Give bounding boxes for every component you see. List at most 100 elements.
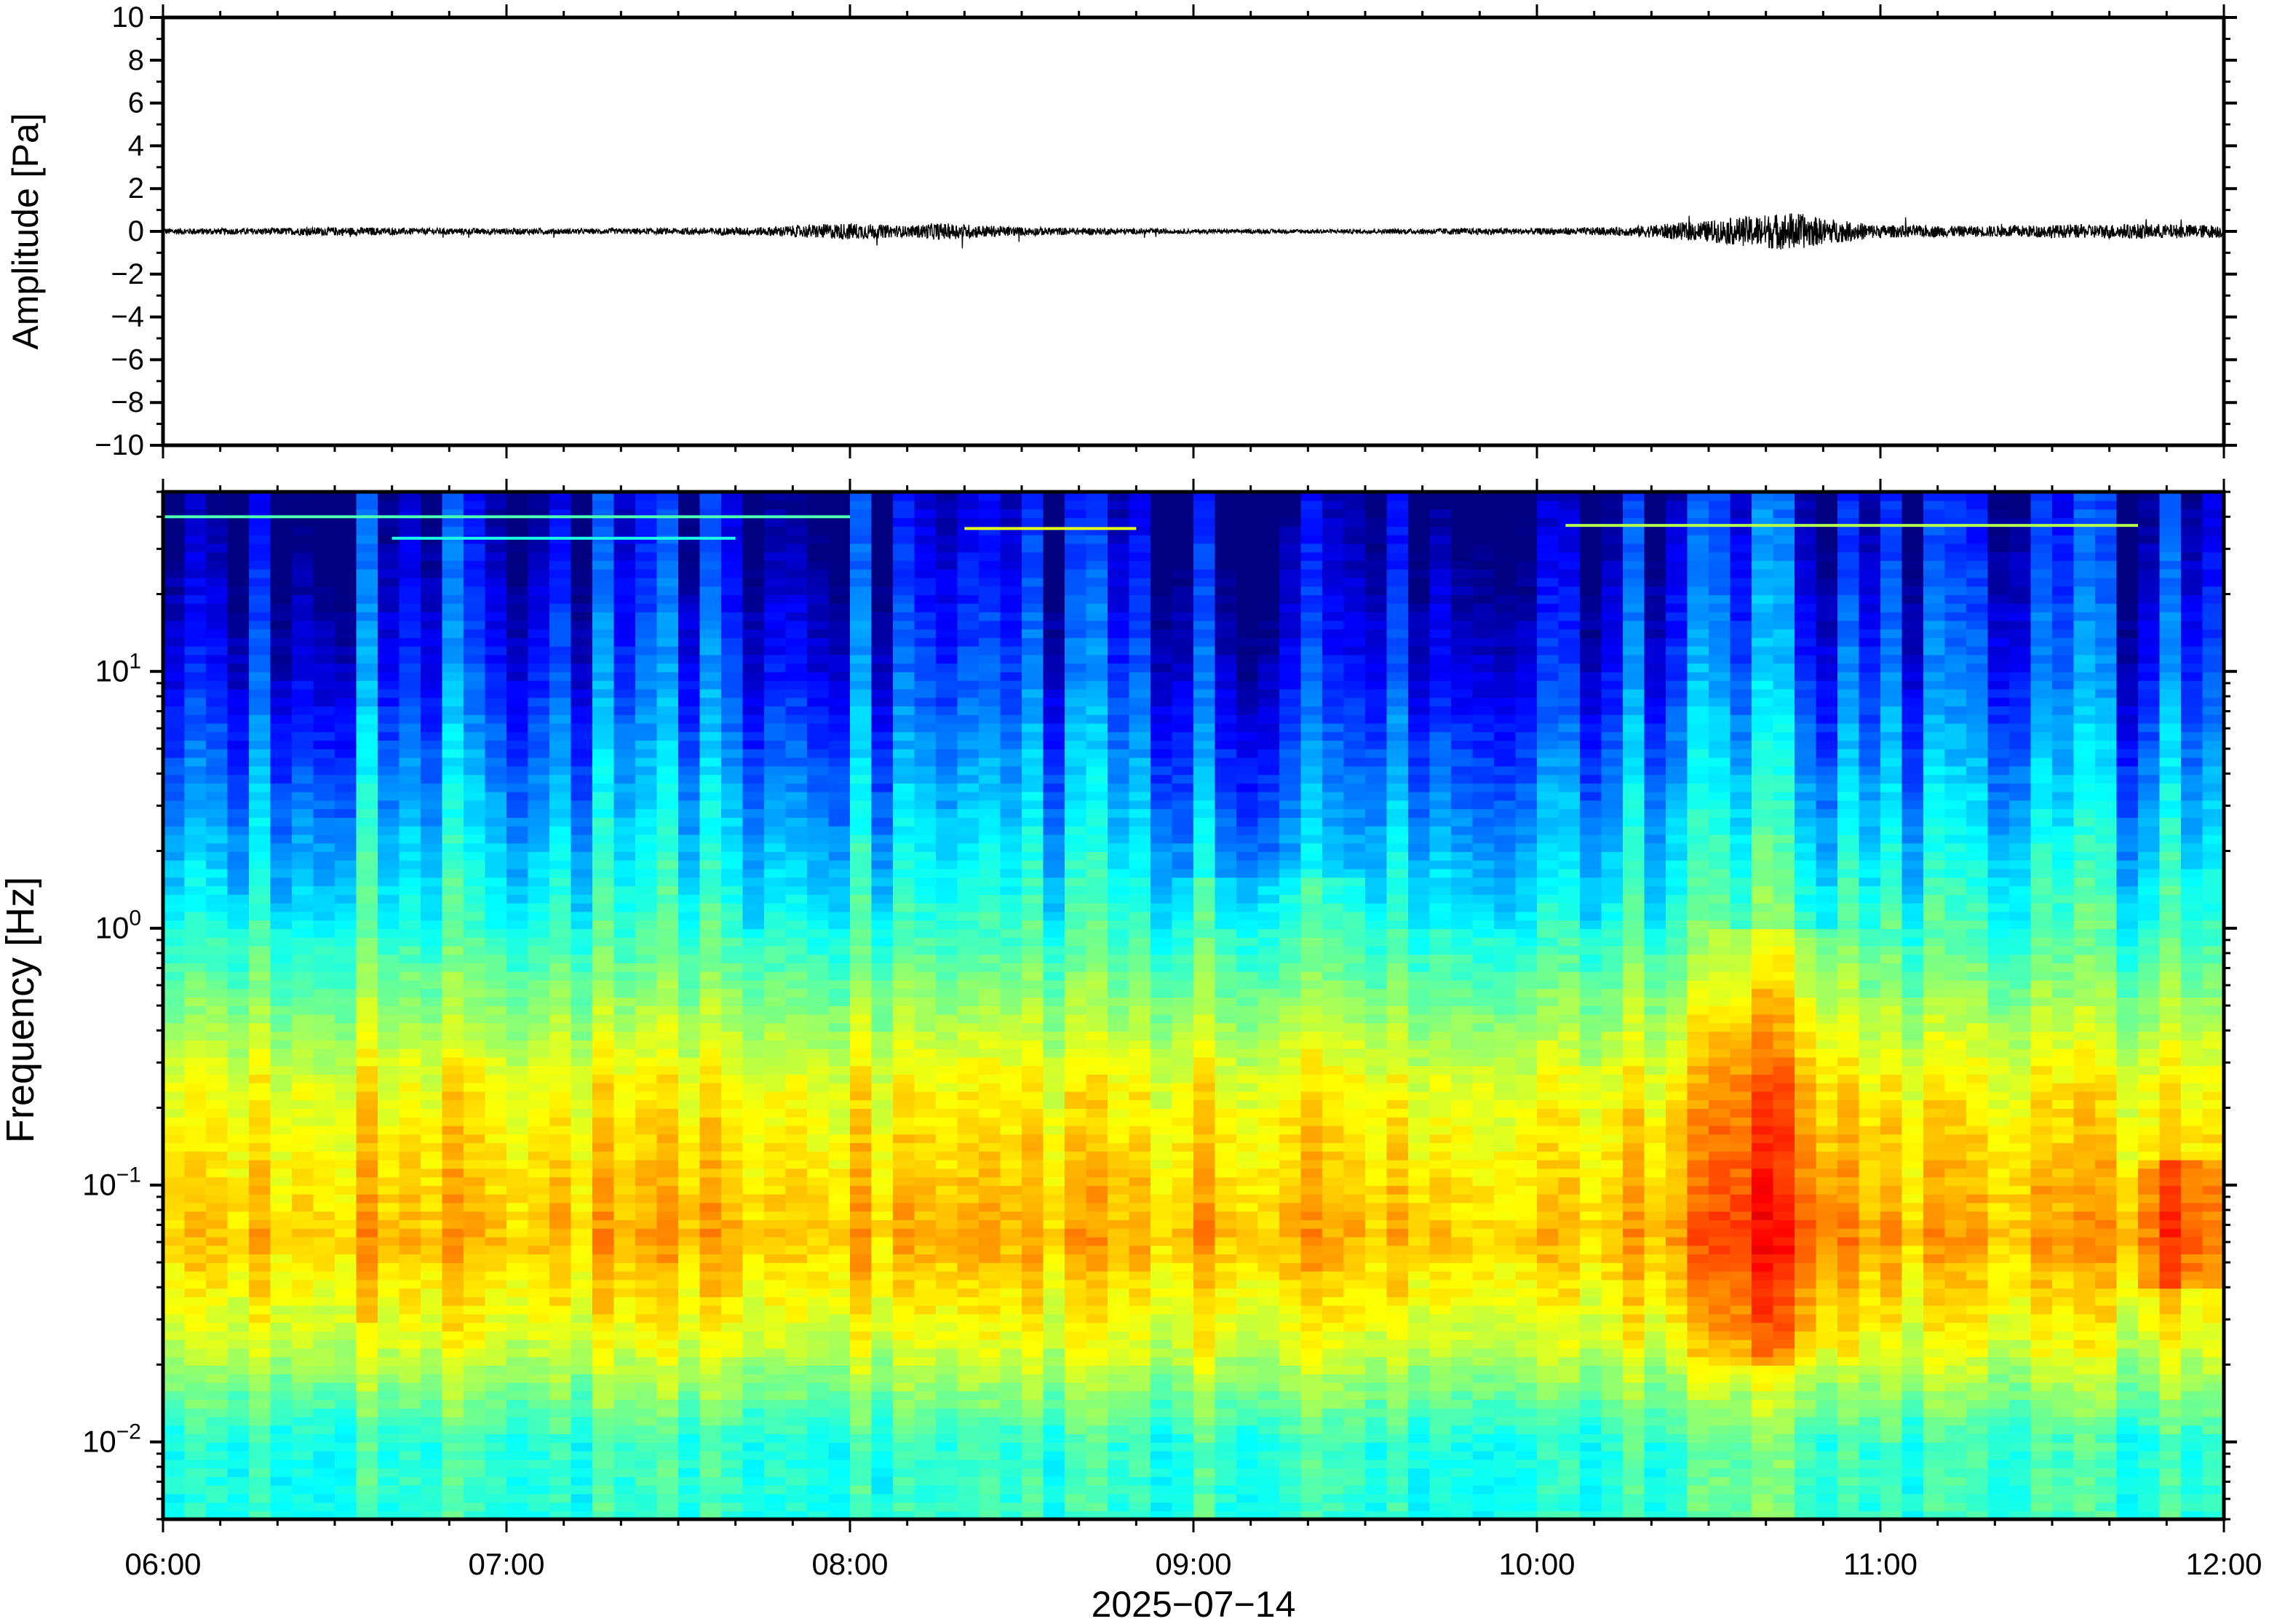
spectrogram-cell [506,543,529,553]
spectrogram-cell [613,1493,636,1503]
spectrogram-cell [742,1382,765,1392]
spectrogram-cell [378,894,400,904]
spectrogram-cell [936,1227,958,1238]
spectrogram-cell [378,851,400,861]
spectrogram-cell [270,1425,293,1435]
spectrogram-cell [764,1219,787,1229]
spectrogram-cell [656,1382,679,1392]
spectrogram-cell [914,783,937,792]
spectrogram-cell [399,1091,421,1101]
spectrogram-cell [656,988,679,998]
spectrogram-cell [378,825,400,835]
spectrogram-cell [613,749,636,758]
spectrogram-cell [313,1202,335,1212]
spectrogram-cell [914,1142,937,1152]
spectrogram-cell [528,1185,550,1195]
spectrogram-cell [399,1365,421,1374]
spectrogram-cell [528,1056,550,1067]
spectrogram-cell [699,517,722,527]
spectrogram-cell [464,1356,486,1366]
spectrogram-cell [871,1297,894,1306]
spectrogram-cell [871,620,894,630]
spectrogram-cell [313,740,335,749]
spectrogram-cell [936,1502,958,1512]
spectrogram-cell [356,1365,378,1374]
spectrogram-cell [528,1211,550,1220]
spectrogram-cell [957,851,979,861]
spectrogram-cell [506,1313,529,1324]
spectrogram-cell [528,1442,550,1452]
spectrogram-cell [442,577,464,587]
spectrogram-cell [292,586,314,595]
spectrogram-cell [528,577,550,587]
spectrogram-cell [721,859,744,869]
spectrogram-cell [828,560,851,570]
spectrogram-cell [871,988,894,998]
spectrogram-cell [292,1468,314,1477]
spectrogram-cell [742,1468,765,1477]
spectrogram-cell [742,1134,765,1144]
spectrogram-cell [184,851,207,861]
spectrogram-cell [249,1476,271,1486]
spectrogram-cell [678,757,701,767]
spectrogram-cell [785,543,808,553]
spectrogram-cell [506,894,529,904]
spectrogram-cell [356,645,378,656]
spectrogram-cell [871,1442,894,1452]
spectrogram-cell [742,1476,765,1486]
spectrogram-cell [742,1254,765,1263]
spectrogram-cell [871,1254,894,1263]
spectrogram-cell [549,1151,572,1161]
spectrogram-cell [378,1373,400,1383]
spectrogram-cell [592,1014,615,1024]
spectrogram-cell [292,791,314,801]
spectrogram-cell [227,1510,250,1519]
spectrogram-cell [635,1425,658,1435]
spectrogram-cell [592,988,615,998]
spectrogram-cell [378,1193,400,1203]
spectrogram-cell [721,1031,744,1040]
spectrogram-cell [399,620,421,630]
spectrogram-cell [678,1476,701,1486]
spectrogram-cell [850,586,873,595]
spectrogram-cell [850,911,873,921]
spectrogram-cell [656,1219,679,1229]
spectrogram-cell [914,774,937,784]
spectrogram-cell [270,731,293,741]
spectrogram-cell [1022,1202,1044,1212]
spectrogram-cell [828,654,851,664]
spectrogram-cell [335,843,357,852]
spectrogram-cell [764,1014,787,1024]
spectrogram-cell [936,526,958,536]
spectrogram-cell [936,688,958,698]
spectrogram-cell [442,945,464,955]
spectrogram-cell [678,1322,701,1332]
spectrogram-cell [592,637,615,647]
spectrogram-cell [957,509,979,519]
spectrogram-cell [635,902,658,912]
spectrogram-cell [635,1476,658,1486]
spectrogram-cell [292,1099,314,1109]
spectrogram-cell [270,868,293,878]
spectrogram-cell [807,654,830,664]
spectrogram-cell [464,697,486,706]
spectrogram-cell [764,1297,787,1306]
spectrogram-cell [270,834,293,844]
spectrogram-cell [721,1382,744,1392]
spectrogram-cell [506,920,529,929]
spectrogram-cell [807,586,830,595]
spectrogram-cell [721,988,744,998]
spectrogram-cell [528,1151,550,1161]
spectrogram-cell [549,988,572,998]
spectrogram-cell [163,1425,186,1435]
spectrogram-cell [442,1134,464,1144]
spectrogram-cell [270,1365,293,1374]
spectrogram-cell [399,851,421,861]
spectrogram-cell [807,706,830,715]
spectrogram-cell [571,1468,593,1477]
spectrogram-cell [206,1348,229,1358]
spectrogram-cell [378,963,400,972]
spectrogram-cell [785,1014,808,1024]
spectrogram-cell [592,723,615,733]
spectrogram-cell [206,1425,229,1435]
